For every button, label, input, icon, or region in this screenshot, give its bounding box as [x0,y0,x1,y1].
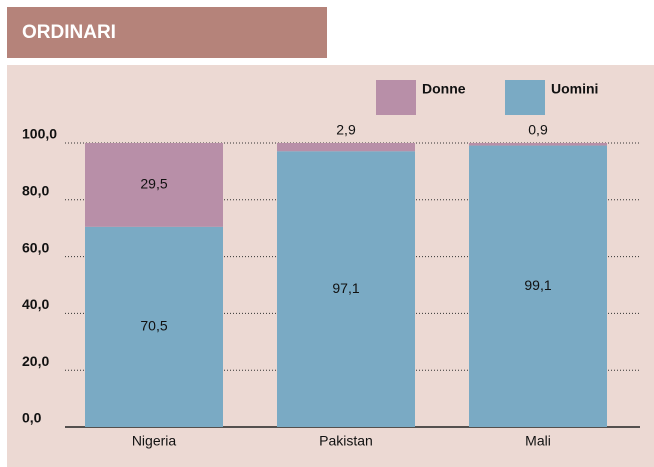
x-tick-label: Mali [525,433,551,449]
legend-label: Donne [422,81,466,97]
value-label: 0,9 [528,122,548,138]
bar-segment [277,143,415,152]
value-label: 70,5 [140,318,167,334]
bar-segment [85,226,223,427]
value-label: 2,9 [336,122,356,138]
y-tick-label: 80,0 [22,183,49,199]
x-tick-label: Nigeria [132,433,177,449]
bar-segment [277,151,415,427]
x-tick-label: Pakistan [319,433,373,449]
y-tick-label: 100,0 [22,126,57,142]
chart-title: ORDINARI [22,22,116,43]
bar-segment [469,143,607,146]
bar-segment [85,143,223,227]
bar-segment [469,145,607,427]
y-tick-label: 20,0 [22,353,49,369]
value-label: 97,1 [332,280,359,296]
legend-swatch [376,80,416,115]
header-band [7,7,327,58]
value-label: 29,5 [140,176,167,192]
y-tick-label: 60,0 [22,239,49,255]
y-tick-label: 40,0 [22,296,49,312]
legend-label: Uomini [551,81,598,97]
y-tick-label: 0,0 [22,410,42,426]
value-label: 99,1 [524,277,551,293]
legend-swatch [505,80,545,115]
